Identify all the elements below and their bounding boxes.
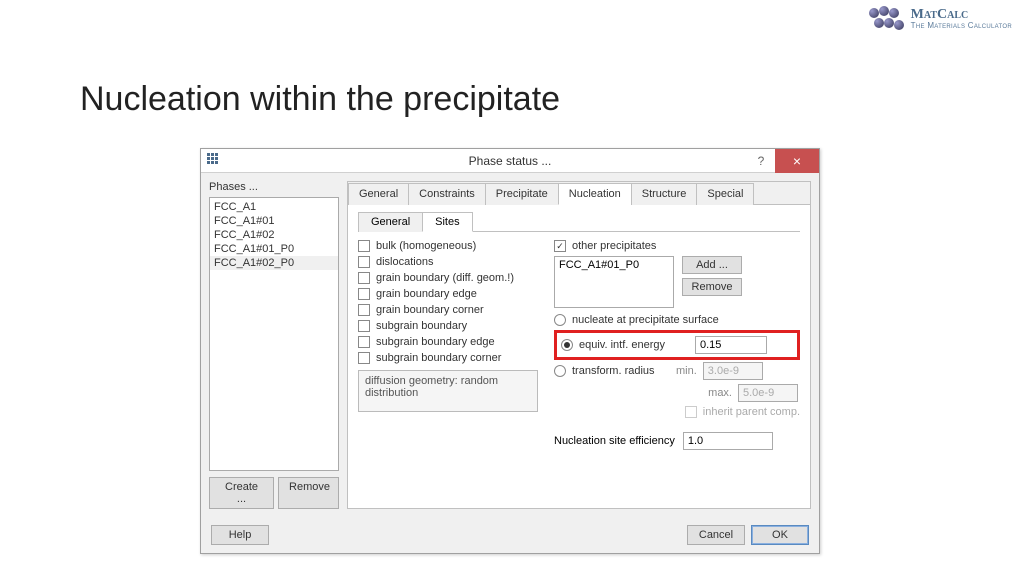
help-button[interactable]: Help	[211, 525, 269, 545]
transform-max-input	[738, 384, 798, 402]
sub-tabs: GeneralSites	[358, 211, 800, 232]
site-checkbox[interactable]	[358, 256, 370, 268]
tab-precipitate[interactable]: Precipitate	[485, 183, 559, 205]
nucleate-surface-radio[interactable]	[554, 314, 566, 326]
site-checkbox[interactable]	[358, 352, 370, 364]
close-icon[interactable]: ×	[775, 149, 819, 173]
efficiency-input[interactable]	[683, 432, 773, 450]
inherit-parent-checkbox	[685, 406, 697, 418]
other-precipitates-label: other precipitates	[572, 240, 656, 252]
equiv-energy-radio[interactable]	[561, 339, 573, 351]
phase-item[interactable]: FCC_A1#01	[210, 214, 338, 228]
site-label: subgrain boundary	[376, 320, 467, 332]
logo: MatCalc The Materials Calculator	[867, 6, 1012, 32]
site-label: grain boundary edge	[376, 288, 477, 300]
transform-radius-radio[interactable]	[554, 365, 566, 377]
phases-label: Phases ...	[209, 181, 339, 193]
phase-item[interactable]: FCC_A1#02_P0	[210, 256, 338, 270]
site-label: grain boundary corner	[376, 304, 484, 316]
other-precipitates-checkbox[interactable]	[554, 240, 566, 252]
site-label: bulk (homogeneous)	[376, 240, 476, 252]
tab-nucleation[interactable]: Nucleation	[558, 183, 632, 205]
transform-min-input	[703, 362, 763, 380]
slide-title: Nucleation within the precipitate	[80, 80, 560, 119]
site-checkbox[interactable]	[358, 336, 370, 348]
phase-item[interactable]: FCC_A1#01_P0	[210, 242, 338, 256]
remove-precip-button[interactable]: Remove	[682, 278, 742, 296]
phases-panel: Phases ... FCC_A1FCC_A1#01FCC_A1#02FCC_A…	[209, 181, 339, 509]
site-checkbox[interactable]	[358, 304, 370, 316]
main-panel: GeneralConstraintsPrecipitateNucleationS…	[347, 181, 811, 509]
transform-radius-label: transform. radius	[572, 365, 670, 377]
remove-phase-button[interactable]: Remove	[278, 477, 339, 509]
app-icon	[207, 153, 223, 169]
equiv-energy-label: equiv. intf. energy	[579, 339, 689, 351]
create-button[interactable]: Create ...	[209, 477, 274, 509]
help-icon[interactable]: ?	[747, 149, 775, 173]
max-label: max.	[708, 387, 732, 399]
other-precipitates-list[interactable]: FCC_A1#01_P0	[554, 256, 674, 308]
tab-general[interactable]: General	[348, 183, 409, 205]
equiv-energy-input[interactable]	[695, 336, 767, 354]
inherit-parent-label: inherit parent comp.	[703, 406, 800, 418]
cancel-button[interactable]: Cancel	[687, 525, 745, 545]
efficiency-label: Nucleation site efficiency	[554, 435, 675, 447]
site-label: subgrain boundary edge	[376, 336, 495, 348]
tab-structure[interactable]: Structure	[631, 183, 698, 205]
logo-subtitle: The Materials Calculator	[911, 22, 1012, 30]
min-label: min.	[676, 365, 697, 377]
phases-list[interactable]: FCC_A1FCC_A1#01FCC_A1#02FCC_A1#01_P0FCC_…	[209, 197, 339, 471]
subtab-general[interactable]: General	[358, 212, 423, 232]
diffusion-geometry-box: diffusion geometry: random distribution	[358, 370, 538, 412]
tab-constraints[interactable]: Constraints	[408, 183, 486, 205]
ok-button[interactable]: OK	[751, 525, 809, 545]
site-checkbox[interactable]	[358, 320, 370, 332]
main-tabs: GeneralConstraintsPrecipitateNucleationS…	[348, 182, 810, 205]
site-label: grain boundary (diff. geom.!)	[376, 272, 514, 284]
site-checkbox[interactable]	[358, 240, 370, 252]
add-button[interactable]: Add ...	[682, 256, 742, 274]
logo-icon	[867, 6, 907, 32]
dialog-footer: Help Cancel OK	[201, 517, 819, 553]
phase-item[interactable]: FCC_A1	[210, 200, 338, 214]
phase-status-dialog: Phase status ... ? × Phases ... FCC_A1FC…	[200, 148, 820, 554]
nucleate-surface-label: nucleate at precipitate surface	[572, 314, 719, 326]
site-label: dislocations	[376, 256, 433, 268]
list-item[interactable]: FCC_A1#01_P0	[559, 259, 669, 271]
sites-left: bulk (homogeneous) dislocations grain boun…	[358, 240, 538, 450]
site-checkbox[interactable]	[358, 288, 370, 300]
dialog-title: Phase status ...	[469, 154, 552, 168]
site-label: subgrain boundary corner	[376, 352, 501, 364]
subtab-sites[interactable]: Sites	[422, 212, 472, 232]
logo-name: MatCalc	[911, 8, 1012, 22]
phase-item[interactable]: FCC_A1#02	[210, 228, 338, 242]
site-checkbox[interactable]	[358, 272, 370, 284]
titlebar: Phase status ... ? ×	[201, 149, 819, 173]
tab-special[interactable]: Special	[696, 183, 754, 205]
sites-right: other precipitates FCC_A1#01_P0 Add ... …	[554, 240, 800, 450]
